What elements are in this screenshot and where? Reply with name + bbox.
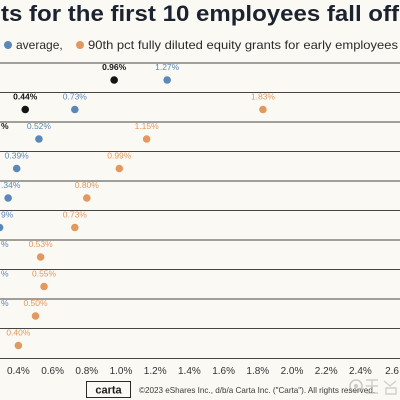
data-label: 0.44% [13,92,38,102]
data-label: 1.27% [155,62,180,72]
data-point [71,105,79,114]
x-tick-label: 2.2% [315,366,338,377]
carta-logo: carta [95,385,122,397]
copyright-text: ©2023 eShares Inc., d/b/a Carta Inc. ("C… [139,385,375,395]
watermark [349,379,397,395]
x-tick-label: 1.0% [110,366,133,377]
data-point [12,164,21,173]
watermark-glyph [383,380,397,395]
data-label: .34% [1,180,21,190]
data-label: 0.80% [75,180,100,190]
x-tick-label: 2.4% [349,366,372,377]
data-label: 0.50% [23,298,48,308]
data-point [142,135,151,143]
data-label: 0.40% [6,328,31,338]
data-label: 0.96% [102,62,127,72]
data-label: 0.39% [5,151,30,161]
data-label: 1.83% [251,92,276,102]
data-point [31,312,40,320]
data-point [71,223,79,232]
data-label: 0.99% [107,151,132,161]
data-point [163,76,171,84]
data-point [259,105,267,114]
legend-label-average: average, [16,38,63,52]
data-point [40,282,48,291]
x-tick-label: 1.8% [246,366,269,377]
legend-swatch-90th-pct [76,41,84,49]
data-point [35,135,43,143]
carta-logo-box [86,381,131,398]
data-label-truncated: % [1,121,9,131]
data-point [21,105,30,114]
chart-title: ts for the first 10 employees fall off [1,1,400,26]
x-tick-label: 0.4% [7,366,30,377]
data-label: 0.52% [27,121,52,131]
data-point [83,194,91,202]
data-label: 0.73% [63,92,88,102]
footer: carta ©2023 eShares Inc., d/b/a Carta In… [86,381,375,398]
x-tick-label: 2.0% [281,366,304,377]
data-point [14,341,23,350]
data-point [4,194,12,202]
gridlines [0,62,400,359]
x-axis: 0.4% 0.6% 0.8% 1.0% 1.2% 1.4% 1.6% 1.8% 2.0% 2.2%… [7,366,399,377]
data-label: 1.15% [135,121,160,131]
data-points [0,76,267,350]
x-tick-label: 0.8% [75,366,98,377]
watermark-icon [349,379,363,393]
legend-label-90th-pct: 90th pct fully diluted equity grants for… [88,38,398,52]
data-label-truncated: % [1,269,9,279]
x-tick-label: 1.4% [178,366,201,377]
x-tick-label: 2.6 [385,366,399,377]
data-point [0,223,4,232]
data-label: 0.73% [63,210,88,220]
data-label: 0.55% [32,269,57,279]
watermark-glyph [366,379,378,394]
x-tick-label: 1.2% [144,366,167,377]
data-label: 0.53% [29,239,54,249]
data-labels: 0.96% 0.44% 1.27% 0.73% 0.52% 0.39% .34% 9% 1.83… [1,62,275,338]
data-point [36,253,45,261]
data-point [115,164,124,173]
legend: average, 90th pct fully diluted equity g… [4,38,398,52]
watermark-icon-dot [354,384,358,388]
data-label-truncated: % [1,298,9,308]
data-label-truncated: % [1,239,9,249]
legend-swatch-average [4,41,12,49]
data-point [110,76,118,84]
x-tick-label: 0.6% [41,366,64,377]
x-tick-label: 1.6% [212,366,235,377]
data-label: 9% [1,210,14,220]
